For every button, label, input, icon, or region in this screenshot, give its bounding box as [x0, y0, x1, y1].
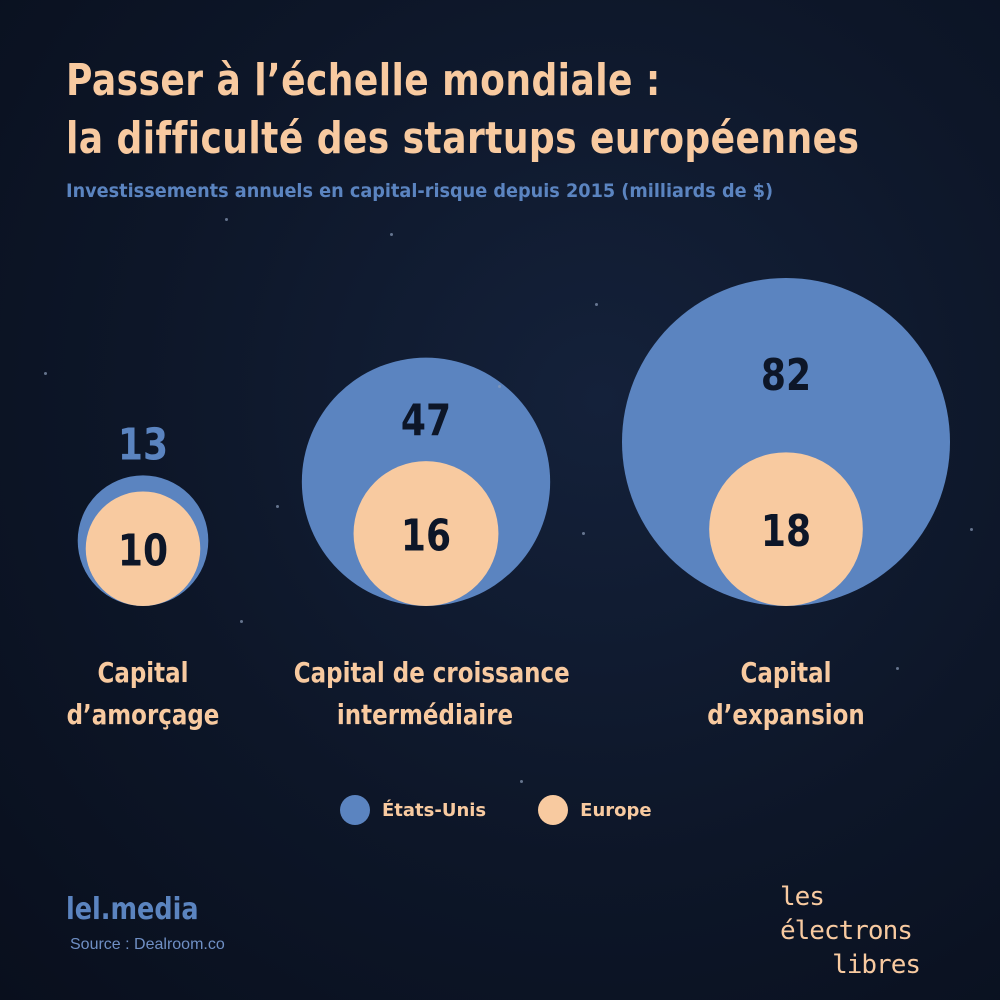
source-note: Source : Dealroom.co — [70, 936, 225, 953]
value-label-us-growth: 47 — [401, 396, 451, 446]
star-decoration — [276, 505, 279, 508]
logo-line-2: libres — [832, 950, 921, 980]
value-label-europe-growth: 16 — [401, 511, 451, 561]
star-decoration — [44, 372, 47, 375]
logo-line-1: les électrons — [780, 882, 913, 946]
value-label-us-expansion: 82 — [761, 351, 811, 401]
star-decoration — [520, 780, 523, 783]
bubble-europe-growth — [353, 461, 499, 606]
category-label-expansion-line2: d’expansion — [707, 698, 865, 731]
star-decoration — [390, 233, 393, 236]
category-label-growth-line2: intermédiaire — [336, 698, 514, 731]
legend-swatch-europe — [538, 795, 569, 825]
chart-title: Passer à l’échelle mondiale : la difficu… — [66, 52, 860, 168]
category-label-seed-line1: Capital — [97, 656, 189, 689]
legend-swatch-us — [340, 795, 370, 825]
legend-label-europe: Europe — [580, 799, 652, 821]
star-decoration — [240, 620, 243, 623]
legend-item-europe: Europe — [538, 795, 652, 825]
star-decoration — [896, 667, 899, 670]
category-label-seed: Capital d’amorçage — [12, 652, 274, 736]
star-decoration — [225, 218, 228, 221]
bubble-us-expansion — [622, 278, 950, 606]
bubble-europe-seed — [85, 491, 201, 606]
legend-label-us: États-Unis — [382, 799, 487, 821]
legend: États-Unis Europe — [340, 795, 692, 825]
title-line-2: la difficulté des startups européennes — [66, 113, 860, 164]
category-label-seed-line2: d’amorçage — [66, 698, 220, 731]
brand-name: lel.media — [66, 892, 199, 927]
value-label-europe-expansion: 18 — [761, 507, 811, 557]
star-decoration — [582, 532, 585, 535]
legend-item-us: États-Unis — [340, 795, 486, 825]
title-line-1: Passer à l’échelle mondiale : — [66, 55, 661, 106]
bubble-europe-expansion — [709, 452, 863, 606]
category-label-expansion-line1: Capital — [740, 656, 832, 689]
category-label-expansion: Capital d’expansion — [655, 652, 917, 736]
star-decoration — [970, 528, 973, 531]
star-decoration — [498, 385, 501, 388]
logo: les électrons libres — [780, 880, 970, 982]
category-label-growth-line1: Capital de croissance — [293, 656, 570, 689]
category-label-growth: Capital de croissance intermédiaire — [293, 652, 570, 736]
star-decoration — [595, 303, 598, 306]
chart-subtitle: Investissements annuels en capital-risqu… — [66, 180, 774, 202]
value-label-europe-seed: 10 — [118, 526, 168, 576]
value-label-us-seed: 13 — [118, 420, 168, 470]
